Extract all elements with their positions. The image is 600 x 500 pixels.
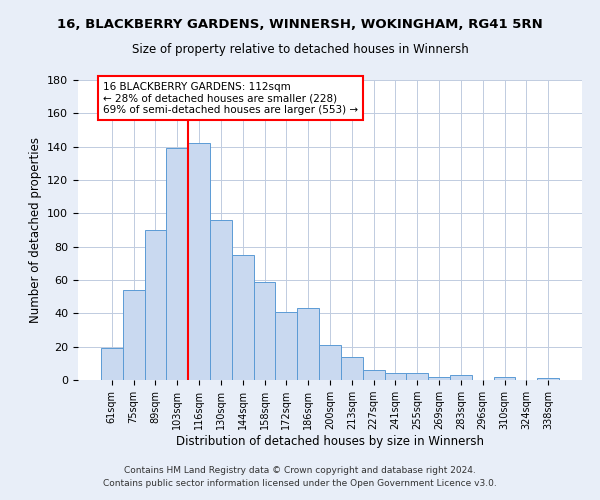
Text: 16, BLACKBERRY GARDENS, WINNERSH, WOKINGHAM, RG41 5RN: 16, BLACKBERRY GARDENS, WINNERSH, WOKING… <box>57 18 543 30</box>
Bar <box>385 374 406 380</box>
Bar <box>428 376 450 380</box>
Text: Size of property relative to detached houses in Winnersh: Size of property relative to detached ho… <box>131 42 469 56</box>
Bar <box>275 312 297 380</box>
Bar <box>232 255 254 380</box>
Text: Contains HM Land Registry data © Crown copyright and database right 2024.
Contai: Contains HM Land Registry data © Crown c… <box>103 466 497 487</box>
Bar <box>123 290 145 380</box>
Bar <box>145 230 166 380</box>
Bar <box>254 282 275 380</box>
X-axis label: Distribution of detached houses by size in Winnersh: Distribution of detached houses by size … <box>176 435 484 448</box>
Bar <box>101 348 123 380</box>
Bar <box>450 375 472 380</box>
Bar <box>537 378 559 380</box>
Bar <box>166 148 188 380</box>
Bar <box>363 370 385 380</box>
Bar <box>210 220 232 380</box>
Bar <box>319 345 341 380</box>
Bar <box>494 376 515 380</box>
Bar <box>188 144 210 380</box>
Bar <box>341 356 363 380</box>
Bar <box>297 308 319 380</box>
Y-axis label: Number of detached properties: Number of detached properties <box>29 137 41 323</box>
Bar <box>406 374 428 380</box>
Text: 16 BLACKBERRY GARDENS: 112sqm
← 28% of detached houses are smaller (228)
69% of : 16 BLACKBERRY GARDENS: 112sqm ← 28% of d… <box>103 82 358 115</box>
